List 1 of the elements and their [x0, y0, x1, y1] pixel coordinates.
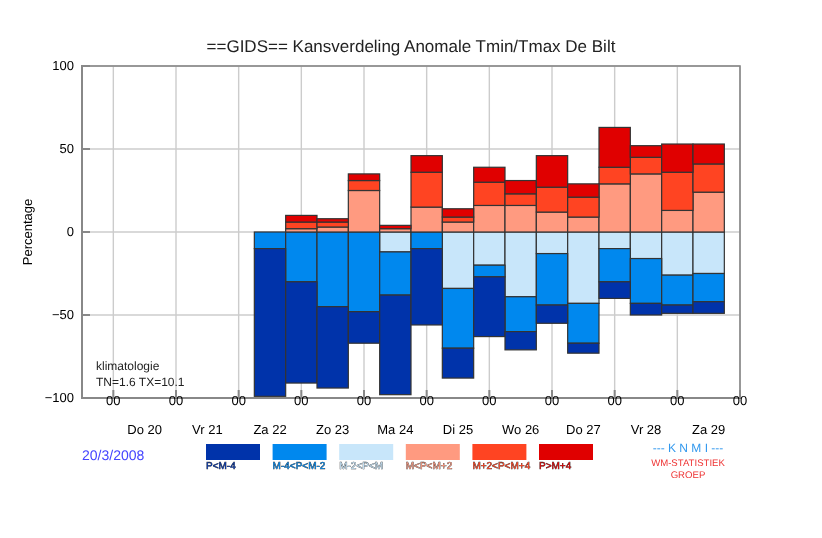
chart-title: ==GIDS== Kansverdeling Anomale Tmin/Tmax De Bilt: [206, 36, 617, 56]
